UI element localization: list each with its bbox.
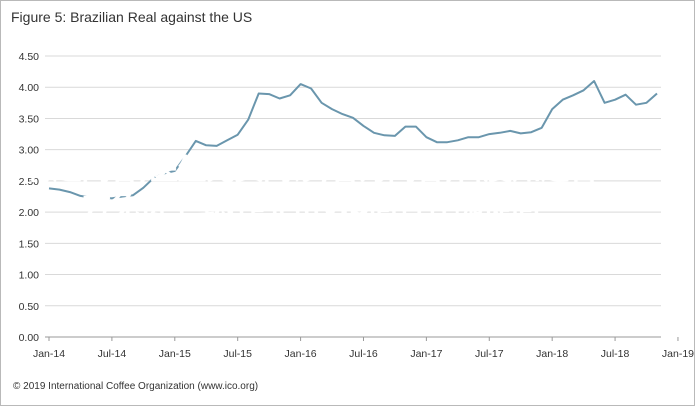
y-tick-label: 1.00 [19,270,40,282]
x-tick-label: Jan-16 [285,348,317,360]
y-tick-label: 0.00 [19,332,40,344]
y-tick-label: 0.50 [19,301,40,313]
x-tick-label: Jul-14 [98,348,127,360]
x-tick-label: Jul-16 [349,348,378,360]
copyright-note: © 2019 International Coffee Organization… [13,381,259,392]
y-tick-label: 2.50 [19,176,40,188]
watermark-overlay-text: 有趣问答,医生免费问诊,智力问答,百度知道官方免费下载,作业帮vip问答在哪提问 [24,152,598,223]
y-tick-label: 4.00 [19,82,40,94]
y-tick-label: 3.50 [19,113,40,125]
x-tick-label: Jan-18 [536,348,568,360]
y-tick-label: 3.00 [19,145,40,157]
series-line [48,80,658,200]
y-tick-label: 4.50 [19,51,40,63]
x-tick-label: Jan-17 [410,348,442,360]
x-tick-label: Jan-19 [662,348,694,360]
x-tick-label: Jul-15 [223,348,252,360]
x-tick-label: Jul-17 [475,348,504,360]
x-tick-label: Jan-14 [33,348,65,360]
x-tick-label: Jul-18 [601,348,630,360]
figure-title: Figure 5: Brazilian Real against the US [11,9,253,25]
y-tick-label: 2.00 [19,207,40,219]
x-tick-label: Jan-15 [159,348,191,360]
y-tick-label: 1.50 [19,238,40,250]
